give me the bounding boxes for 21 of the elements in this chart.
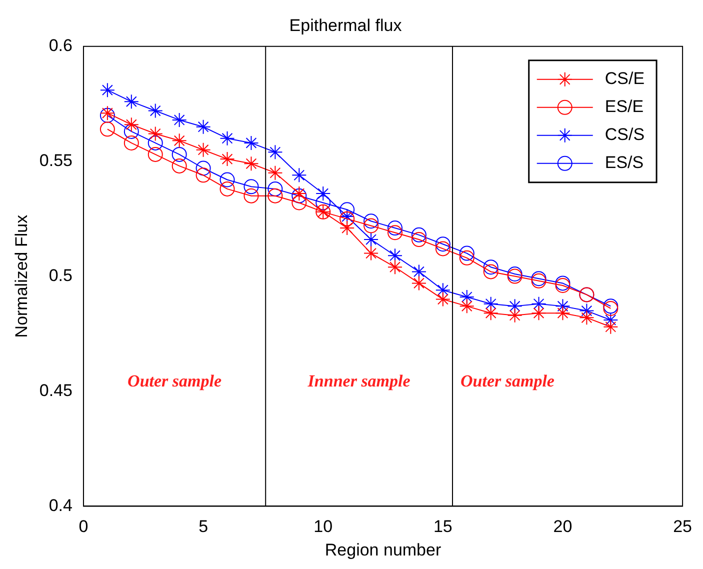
- y-axis-title: Normalized Flux: [12, 214, 31, 338]
- x-tick-label: 20: [553, 517, 572, 536]
- legend-label: CS/S: [604, 125, 645, 144]
- x-tick-label: 0: [78, 517, 88, 536]
- legend-label: CS/E: [604, 69, 645, 88]
- chart-title: Epithermal flux: [289, 16, 402, 35]
- y-tick-label: 0.5: [48, 266, 72, 285]
- y-tick-label: 0.55: [39, 151, 72, 170]
- annotation: Outer sample: [460, 371, 555, 390]
- legend-label: ES/S: [604, 153, 644, 172]
- y-tick-label: 0.45: [39, 380, 72, 400]
- annotation: Outer sample: [128, 371, 222, 390]
- x-tick-label: 25: [673, 517, 692, 536]
- x-tick-label: 5: [198, 517, 208, 536]
- x-tick-label: 15: [433, 517, 452, 536]
- y-tick-label: 0.6: [48, 36, 72, 56]
- annotation: Innner sample: [306, 371, 411, 390]
- x-axis-title: Region number: [324, 540, 442, 560]
- x-tick-label: 10: [314, 517, 333, 536]
- legend-label: ES/E: [604, 97, 644, 116]
- y-tick-label: 0.4: [48, 496, 72, 515]
